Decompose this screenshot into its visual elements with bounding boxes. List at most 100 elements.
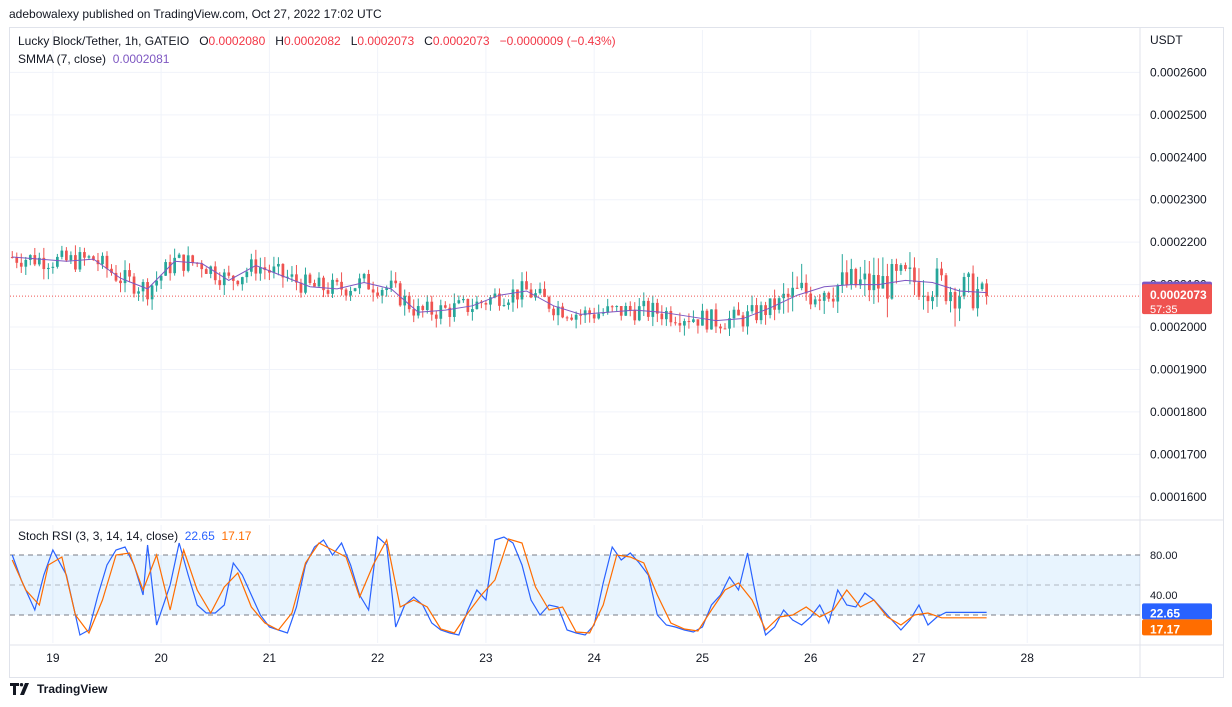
- candle-body: [344, 289, 348, 296]
- candle-body: [818, 299, 822, 301]
- candle-body: [412, 309, 416, 316]
- candle-body: [439, 305, 443, 319]
- candle-body: [556, 306, 560, 316]
- time-tick-label: 22: [371, 651, 385, 665]
- smma-legend[interactable]: SMMA (7, close) 0.0002081: [18, 52, 169, 66]
- candle-body: [786, 293, 790, 298]
- candle-body: [119, 280, 122, 284]
- candle-body: [669, 310, 673, 323]
- candle-body: [651, 302, 655, 317]
- candle-body: [755, 305, 758, 321]
- stoch-label[interactable]: Stoch RSI (3, 3, 14, 14, close): [18, 529, 179, 543]
- stoch-legend[interactable]: Stoch RSI (3, 3, 14, 14, close) 22.65 17…: [18, 529, 251, 543]
- candle-body: [565, 317, 569, 319]
- candle-body: [204, 269, 208, 274]
- chart-frame: [9, 27, 1224, 678]
- candle-body: [295, 274, 298, 283]
- candle-body: [574, 314, 578, 320]
- legend-h-key: H: [275, 34, 284, 48]
- stoch-band-fill: [10, 555, 1140, 615]
- candle-body: [953, 292, 957, 309]
- candle-body: [516, 289, 519, 300]
- candle-body: [935, 268, 939, 298]
- time-tick-label: 19: [46, 651, 60, 665]
- candle-body: [750, 305, 754, 312]
- candle-body: [782, 293, 785, 299]
- candle-body: [340, 281, 343, 290]
- candle-body: [655, 302, 659, 314]
- legend-o-key: O: [199, 34, 209, 48]
- candle-body: [822, 292, 826, 301]
- tradingview-footer[interactable]: TradingView: [10, 682, 107, 696]
- candle-body: [51, 266, 55, 268]
- candle-body: [385, 287, 389, 291]
- candle-body: [416, 306, 420, 316]
- candle-body: [254, 259, 258, 274]
- candle-body: [922, 295, 925, 297]
- candle-body: [19, 262, 23, 267]
- candle-body: [425, 301, 429, 311]
- candle-body: [466, 299, 470, 312]
- candle-body: [434, 314, 438, 319]
- candle-body: [164, 262, 167, 276]
- candle-body: [601, 312, 605, 314]
- legend-c-key: C: [424, 34, 433, 48]
- candle-body: [538, 288, 542, 294]
- price-tick-label: 0.0002200: [1150, 235, 1207, 249]
- candle-body: [746, 311, 749, 327]
- candle-body: [475, 301, 479, 310]
- candle-body: [795, 287, 799, 289]
- time-axis: 19 20 21 22 23 24 25 26 27 28: [46, 651, 1034, 665]
- candle-body: [110, 268, 113, 273]
- smma-layer: [10, 256, 1140, 322]
- candle-body: [56, 256, 59, 267]
- candle-body: [971, 273, 975, 309]
- candle-body: [809, 293, 813, 305]
- candle-body: [980, 283, 984, 290]
- candle-body: [484, 303, 488, 305]
- candle-body: [421, 306, 425, 311]
- candle-body: [583, 310, 587, 316]
- candle-body: [380, 290, 384, 296]
- candle-body: [867, 273, 871, 291]
- candle-body: [646, 300, 650, 317]
- smma-label[interactable]: SMMA (7, close): [18, 52, 107, 66]
- time-tick-label: 27: [912, 651, 926, 665]
- candle-body: [683, 321, 686, 326]
- currency-label[interactable]: USDT: [1150, 33, 1183, 47]
- candle-body: [719, 326, 722, 329]
- candle-body: [259, 267, 262, 274]
- candle-body: [615, 306, 619, 308]
- stoch-d-badge-text: 17.17: [1150, 622, 1180, 636]
- candle-body: [304, 274, 307, 293]
- legend-symbol[interactable]: Lucky Block/Tether, 1h, GATEIO: [18, 34, 190, 48]
- candle-body: [836, 285, 840, 302]
- candle-body: [290, 274, 294, 277]
- candle-body: [507, 302, 510, 306]
- time-tick-label: 23: [479, 651, 493, 665]
- candle-body: [732, 309, 736, 319]
- candle-body: [687, 321, 691, 323]
- candle-body: [362, 273, 366, 279]
- stoch-k-value: 22.65: [184, 529, 215, 543]
- candle-body: [249, 259, 253, 272]
- candle-body: [335, 279, 339, 282]
- time-tick-label: 28: [1021, 651, 1035, 665]
- candle-body: [218, 280, 222, 286]
- candle-body: [236, 280, 240, 285]
- candle-body: [137, 291, 140, 294]
- candle-body: [69, 255, 73, 261]
- candle-body: [443, 305, 447, 308]
- candle-body: [326, 290, 330, 294]
- candle-body: [633, 310, 637, 321]
- candle-body: [872, 274, 876, 291]
- price-tick-label: 0.0001700: [1150, 447, 1207, 461]
- candle-body: [240, 277, 244, 285]
- candle-body: [904, 265, 907, 269]
- ohlc-legend[interactable]: Lucky Block/Tether, 1h, GATEIO O0.000208…: [18, 34, 616, 48]
- stoch-lines: [11, 535, 987, 637]
- candle-body: [213, 266, 217, 281]
- candle-body: [705, 310, 709, 330]
